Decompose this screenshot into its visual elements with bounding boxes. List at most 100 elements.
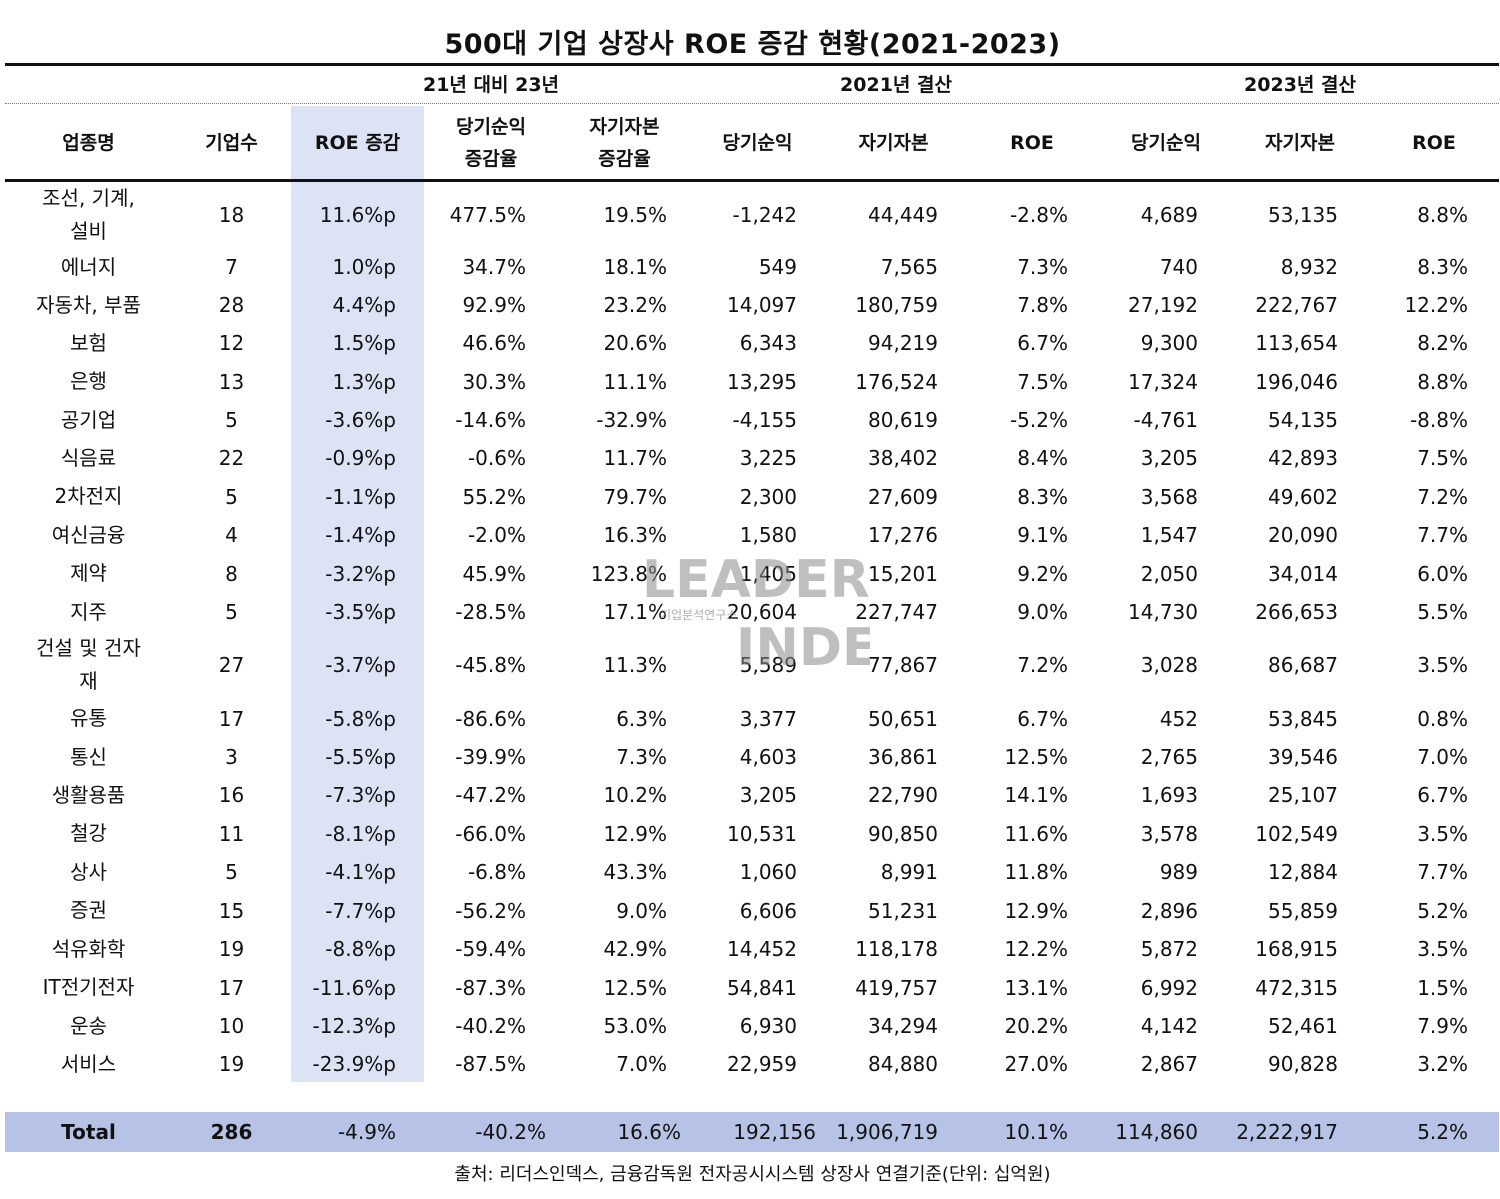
cell-equity-2021: 27,609 [868, 484, 938, 509]
total-row-background [5, 1112, 1499, 1152]
column-header-net-income-2021: 당기순익 [722, 131, 793, 154]
cell-equity-2021: 34,294 [868, 1014, 938, 1038]
cell-equity-2021: 15,201 [868, 561, 938, 586]
cell-net-income-change-rate: -40.2% [455, 1014, 526, 1038]
cell-roe-change: -5.5%p [325, 745, 396, 769]
cell-equity-change-rate: 12.9% [603, 821, 667, 846]
cell-equity-change-rate: 16.3% [603, 523, 667, 547]
cell-net-income-2023: 14,730 [1128, 600, 1198, 624]
cell-net-income-2021: 6,606 [739, 898, 797, 923]
total-roe-change: -4.9% [337, 1120, 396, 1144]
cell-net-income-2023: 3,028 [1140, 653, 1198, 677]
column-header-net-income-change-rate: 당기순익 증감율 [456, 115, 526, 170]
cell-roe-2021: 6.7% [1017, 331, 1068, 355]
total-equity-change-rate: 16.6% [617, 1120, 681, 1144]
cell-net-income-2021: 2,300 [739, 484, 797, 509]
cell-net-income-2021: 6,343 [739, 331, 797, 355]
cell-equity-2021: 419,757 [855, 975, 938, 1000]
cell-net-income-2021: 5,589 [739, 653, 797, 677]
cell-equity-2023: 222,767 [1255, 293, 1338, 317]
cell-roe-change: -1.4%p [325, 523, 396, 547]
cell-company-count: 11 [218, 821, 245, 846]
cell-net-income-2023: 3,205 [1140, 446, 1198, 470]
cell-roe-2023: 5.5% [1417, 600, 1468, 624]
cell-industry: 식음료 [60, 445, 117, 470]
cell-equity-change-rate: 19.5% [603, 203, 667, 227]
cell-equity-2021: 90,850 [868, 821, 938, 846]
cell-equity-2021: 7,565 [880, 255, 938, 279]
cell-company-count: 7 [225, 255, 238, 279]
cell-roe-2021: 7.5% [1017, 369, 1068, 394]
cell-net-income-change-rate: -28.5% [455, 600, 526, 624]
cell-company-count: 3 [225, 745, 238, 769]
cell-roe-change: -3.5%p [325, 600, 396, 624]
cell-company-count: 17 [218, 706, 245, 731]
column-header-net-income-2023: 당기순익 [1131, 131, 1201, 154]
cell-net-income-2023: 740 [1159, 255, 1198, 279]
column-header-equity-2021: 자기자본 [858, 131, 929, 154]
cell-roe-change: -3.2%p [325, 561, 396, 586]
cell-net-income-change-rate: 55.2% [462, 484, 526, 509]
total-net-income-2021: 192,156 [733, 1120, 816, 1144]
cell-net-income-2021: 14,452 [727, 937, 797, 961]
cell-roe-2023: 6.0% [1417, 561, 1468, 586]
cell-roe-2023: 8.3% [1417, 255, 1468, 279]
cell-equity-2021: 50,651 [868, 706, 938, 731]
cell-net-income-2021: 13,295 [727, 369, 797, 394]
cell-roe-change: -11.6%p [312, 975, 396, 1000]
cell-equity-change-rate: 9.0% [616, 898, 667, 923]
cell-net-income-2023: 3,578 [1140, 821, 1198, 846]
cell-roe-change: -5.8%p [325, 706, 396, 731]
cell-equity-2021: 22,790 [868, 783, 938, 807]
cell-equity-2023: 20,090 [1268, 523, 1338, 547]
cell-equity-2021: 227,747 [855, 600, 938, 624]
cell-net-income-change-rate: -66.0% [455, 821, 526, 846]
cell-roe-change: -4.1%p [325, 860, 396, 884]
cell-industry: 보험 [70, 330, 107, 355]
cell-equity-2023: 55,859 [1268, 898, 1338, 923]
cell-net-income-2021: 6,930 [739, 1014, 797, 1038]
cell-equity-2021: 176,524 [855, 369, 938, 394]
cell-industry: 조선, 기계, 설비 [42, 186, 135, 243]
cell-net-income-2023: 4,142 [1140, 1014, 1198, 1038]
cell-equity-change-rate: 23.2% [603, 293, 667, 317]
cell-net-income-2023: 4,689 [1140, 203, 1198, 227]
cell-roe-2021: 9.1% [1017, 523, 1068, 547]
cell-industry: 공기업 [60, 407, 117, 432]
cell-roe-2021: 9.0% [1017, 600, 1068, 624]
cell-industry: 유통 [70, 706, 107, 730]
cell-net-income-2021: 549 [758, 255, 797, 279]
cell-industry: 은행 [70, 369, 107, 393]
cell-roe-change: -3.7%p [325, 653, 396, 677]
cell-net-income-2023: 2,867 [1140, 1052, 1198, 1076]
cell-industry: 생활용품 [51, 782, 126, 807]
cell-roe-2021: 20.2% [1004, 1014, 1068, 1038]
cell-net-income-change-rate: 30.3% [462, 369, 526, 394]
cell-company-count: 4 [225, 523, 238, 547]
cell-industry: 지주 [70, 599, 107, 624]
group-header-2021: 2021년 결산 [840, 74, 952, 96]
cell-net-income-change-rate: -59.4% [455, 937, 526, 961]
cell-roe-2023: 3.2% [1417, 1052, 1468, 1076]
cell-roe-2021: 27.0% [1004, 1052, 1068, 1076]
cell-roe-2023: 3.5% [1417, 653, 1468, 677]
cell-roe-2023: 7.0% [1417, 745, 1468, 769]
cell-equity-change-rate: 53.0% [603, 1014, 667, 1038]
cell-net-income-change-rate: -6.8% [467, 860, 526, 884]
cell-net-income-change-rate: -39.9% [455, 745, 526, 769]
header-rule [5, 179, 1499, 182]
cell-company-count: 22 [218, 446, 245, 470]
cell-industry: 증권 [70, 898, 107, 922]
cell-company-count: 5 [225, 408, 238, 432]
cell-roe-2021: 11.8% [1004, 860, 1068, 884]
cell-equity-2023: 42,893 [1268, 446, 1338, 470]
cell-equity-change-rate: 7.3% [616, 745, 667, 769]
cell-roe-2021: 8.3% [1017, 484, 1068, 509]
column-header-roe-2021: ROE [1010, 131, 1054, 154]
cell-industry: 운송 [70, 1013, 107, 1038]
cell-company-count: 5 [225, 860, 238, 884]
cell-roe-2021: 14.1% [1004, 783, 1068, 807]
cell-industry: 2차전지 [54, 484, 123, 508]
total-company-count: 286 [210, 1120, 253, 1144]
cell-net-income-change-rate: 46.6% [462, 331, 526, 355]
